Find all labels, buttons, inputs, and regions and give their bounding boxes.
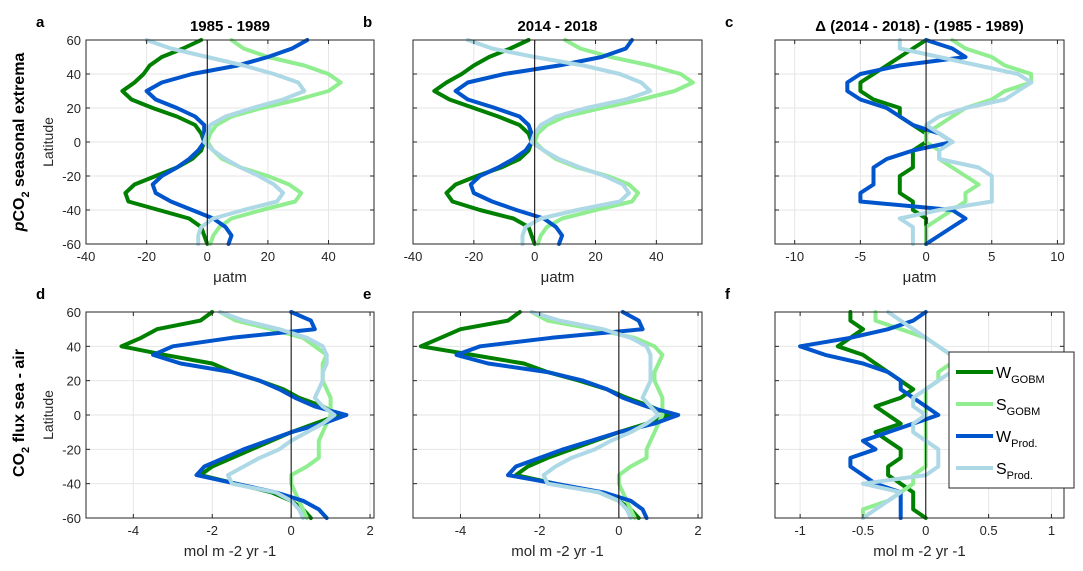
legend-label: WProd. — [996, 429, 1037, 450]
x-tick-label: -40 — [404, 249, 423, 264]
y-axis-label: Latitude — [40, 117, 56, 167]
row-label-flux-sub: 2 — [20, 447, 32, 453]
x-tick-label: -4 — [128, 523, 140, 538]
x-tick-label: -2 — [534, 523, 546, 538]
legend-main: W — [996, 429, 1012, 446]
x-tick-label: 0 — [922, 523, 929, 538]
panel-letter: c — [725, 14, 733, 31]
legend-label: SGOBM — [996, 397, 1040, 418]
panel-e: -4 -2 0 2 e mol m -2 yr -1 — [363, 286, 703, 560]
row-label-pco2: pCO2 seasonal extrema — [11, 53, 32, 233]
panel-letter: b — [363, 14, 372, 31]
x-axis-label: μatm — [903, 269, 937, 286]
panel-letter: e — [363, 286, 371, 303]
x-axis-label: μatm — [213, 269, 247, 286]
panel-title: 2014 - 2018 — [517, 18, 597, 35]
legend-sub: GOBM — [1007, 406, 1041, 418]
y-tick-label: -40 — [62, 477, 81, 492]
y-tick-label: 20 — [67, 101, 81, 116]
legend-label: SProd. — [996, 461, 1033, 482]
legend-sub: Prod. — [1011, 438, 1037, 450]
row-label-pco2-rest: seasonal extrema — [11, 53, 28, 192]
y-tick-label: 0 — [74, 135, 81, 150]
x-axis-label: mol m -2 yr -1 — [873, 543, 966, 560]
legend-main: W — [996, 365, 1012, 382]
panel-letter: a — [36, 14, 45, 31]
y-tick-label: 60 — [67, 305, 81, 320]
series-line-3 — [218, 310, 337, 520]
y-tick-label: 20 — [67, 374, 81, 389]
x-tick-label: 0 — [204, 249, 211, 264]
series-line-0 — [835, 310, 928, 520]
y-tick-label: 40 — [67, 339, 81, 354]
x-tick-label: 1 — [1048, 523, 1055, 538]
panel-b: -40 -20 0 20 40 b 2014 - 2018 μatm — [363, 14, 703, 286]
legend-entry-s-gobm: SGOBM — [956, 397, 1040, 418]
row-label-pco2-prefix: p — [11, 221, 28, 232]
x-tick-label: 20 — [588, 249, 602, 264]
x-tick-label: 0 — [288, 523, 295, 538]
x-tick-label: -4 — [455, 523, 467, 538]
legend-box — [948, 351, 1075, 489]
x-axis-label: μatm — [541, 269, 575, 286]
row-label-flux-main: CO — [11, 453, 28, 477]
x-tick-label: 2 — [694, 523, 701, 538]
y-tick-label: 60 — [67, 33, 81, 48]
x-tick-label: 5 — [988, 249, 995, 264]
y-tick-label: -60 — [62, 237, 81, 252]
x-tick-label: -40 — [77, 249, 96, 264]
x-tick-label: 0 — [615, 523, 622, 538]
x-tick-label: -0.5 — [852, 523, 874, 538]
panel-letter: d — [36, 286, 45, 303]
panel-title: 1985 - 1989 — [190, 18, 270, 35]
legend-sub: Prod. — [1007, 470, 1033, 482]
panel-title: Δ (2014 - 2018) - (1985 - 1989) — [815, 18, 1023, 35]
x-tick-label: 40 — [321, 249, 335, 264]
x-tick-label: 20 — [261, 249, 275, 264]
x-tick-label: -20 — [464, 249, 483, 264]
panel-c: -10 -5 0 5 10 c Δ (2014 - 2018) - (1985 - 1989… — [725, 14, 1065, 286]
series-line-3 — [144, 38, 307, 246]
x-tick-label: -10 — [785, 249, 804, 264]
legend-main: S — [996, 461, 1007, 478]
legend-entry-w-prod: WProd. — [956, 429, 1037, 450]
row-label-pco2-sub: 2 — [20, 191, 32, 197]
legend-main: S — [996, 397, 1007, 414]
row-label-flux: CO2 flux sea - air — [11, 349, 32, 477]
y-tick-label: -20 — [62, 169, 81, 184]
x-tick-label: 0 — [531, 249, 538, 264]
row-label-flux-rest: flux sea - air — [11, 349, 28, 447]
x-tick-label: 0.5 — [980, 523, 998, 538]
panel-letter: f — [725, 286, 731, 303]
series-line-3 — [465, 38, 653, 246]
y-axis-label: Latitude — [40, 390, 56, 440]
x-tick-label: 2 — [366, 523, 373, 538]
legend-entry-s-prod: SProd. — [956, 461, 1033, 482]
legend-label: WGOBM — [996, 365, 1045, 386]
x-tick-label: 10 — [1050, 249, 1064, 264]
y-tick-label: 0 — [74, 408, 81, 423]
x-tick-label: 0 — [922, 249, 929, 264]
y-tick-label: -60 — [62, 511, 81, 526]
series-line-3 — [529, 310, 661, 520]
x-axis-label: mol m -2 yr -1 — [511, 543, 604, 560]
x-tick-label: -5 — [855, 249, 867, 264]
x-tick-label: -1 — [794, 523, 806, 538]
legend-entry-w-gobm: WGOBM — [956, 365, 1045, 386]
x-tick-label: -20 — [137, 249, 156, 264]
row-label-pco2-main: CO — [11, 198, 28, 222]
y-tick-label: -20 — [62, 442, 81, 457]
x-axis-label: mol m -2 yr -1 — [184, 543, 277, 560]
legend-sub: GOBM — [1011, 374, 1045, 386]
series-line-3 — [897, 38, 1034, 246]
legend: WGOBM SGOBM WProd. SProd. — [948, 351, 1075, 489]
y-tick-label: 40 — [67, 67, 81, 82]
y-tick-label: -40 — [62, 203, 81, 218]
x-tick-label: -2 — [206, 523, 218, 538]
x-tick-label: 40 — [649, 249, 663, 264]
